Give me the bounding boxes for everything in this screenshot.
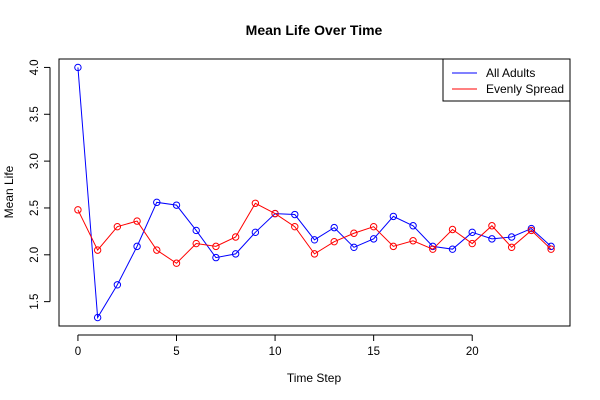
data-point-all-adults: [192, 226, 200, 235]
chart-title: Mean Life Over Time: [246, 22, 383, 38]
data-point-evenly-spread: [271, 209, 279, 218]
data-point-evenly-spread: [172, 259, 181, 267]
legend-label-all-adults: All Adults: [486, 66, 535, 80]
data-point-all-adults: [488, 235, 496, 243]
y-tick-label: 3.5: [29, 106, 41, 122]
x-tick-label: 10: [269, 346, 282, 358]
y-axis-label: Mean Life: [2, 165, 16, 218]
x-tick-label: 20: [466, 346, 479, 358]
data-point-all-adults: [409, 222, 417, 230]
x-axis: 0 5 10 15 20: [75, 334, 479, 358]
plot-frame: [58, 58, 571, 327]
data-point-evenly-spread: [429, 245, 437, 253]
data-point-evenly-spread: [547, 245, 555, 253]
data-point-all-adults: [330, 223, 338, 232]
data-point-evenly-spread: [330, 237, 338, 246]
data-point-all-adults: [350, 243, 358, 252]
series-evenly-spread: [74, 199, 555, 267]
series-line-evenly-spread: [77, 202, 552, 264]
data-point-all-adults: [113, 281, 122, 289]
data-point-evenly-spread: [448, 225, 457, 234]
data-point-all-adults: [133, 242, 141, 251]
series-line-all-adults: [77, 67, 552, 320]
data-point-evenly-spread: [389, 242, 398, 251]
data-point-evenly-spread: [133, 217, 141, 225]
data-point-all-adults: [251, 228, 260, 237]
data-point-evenly-spread: [409, 237, 417, 245]
legend-label-evenly-spread: Evenly Spread: [486, 82, 564, 96]
x-axis-label: Time Step: [287, 371, 342, 385]
data-point-evenly-spread: [310, 250, 319, 258]
data-point-evenly-spread: [153, 246, 161, 254]
data-point-evenly-spread: [212, 242, 220, 251]
y-tick-label: 2.5: [29, 200, 41, 216]
data-point-all-adults: [468, 228, 476, 237]
x-tick-label: 15: [367, 346, 380, 358]
series-layer: [74, 63, 555, 322]
data-point-evenly-spread: [488, 222, 496, 230]
series-all-adults: [74, 63, 555, 322]
data-point-all-adults: [212, 253, 220, 262]
data-point-all-adults: [93, 313, 102, 322]
x-tick-label: 5: [173, 346, 179, 358]
data-point-all-adults: [527, 224, 536, 233]
data-point-all-adults: [231, 250, 240, 258]
data-point-evenly-spread: [468, 239, 476, 248]
data-point-evenly-spread: [93, 246, 102, 254]
data-point-all-adults: [389, 212, 398, 221]
data-point-all-adults: [310, 236, 319, 244]
data-point-all-adults: [172, 201, 181, 209]
data-point-evenly-spread: [369, 222, 378, 231]
data-point-evenly-spread: [350, 229, 358, 237]
y-tick-label: 1.5: [29, 294, 41, 310]
data-point-evenly-spread: [291, 222, 299, 231]
y-tick-label: 2.0: [29, 247, 41, 263]
x-tick-label: 0: [75, 346, 81, 358]
data-point-all-adults: [507, 233, 516, 241]
data-point-all-adults: [291, 210, 299, 219]
data-point-evenly-spread: [192, 239, 200, 248]
data-point-all-adults: [74, 63, 82, 72]
data-point-all-adults: [369, 235, 378, 243]
data-point-evenly-spread: [74, 206, 82, 214]
y-tick-label: 4.0: [29, 59, 41, 75]
y-axis: 1.5 2.0 2.5 3.0 3.5 4.0: [29, 59, 51, 310]
data-point-evenly-spread: [231, 233, 240, 241]
data-point-evenly-spread: [507, 243, 516, 252]
data-point-evenly-spread: [527, 226, 536, 235]
data-point-all-adults: [153, 198, 161, 207]
legend-box: [442, 58, 571, 102]
legend: All Adults Evenly Spread: [442, 58, 571, 102]
data-point-evenly-spread: [251, 199, 260, 207]
y-tick-label: 3.0: [29, 153, 41, 169]
data-point-all-adults: [448, 245, 457, 253]
data-point-evenly-spread: [113, 222, 122, 231]
